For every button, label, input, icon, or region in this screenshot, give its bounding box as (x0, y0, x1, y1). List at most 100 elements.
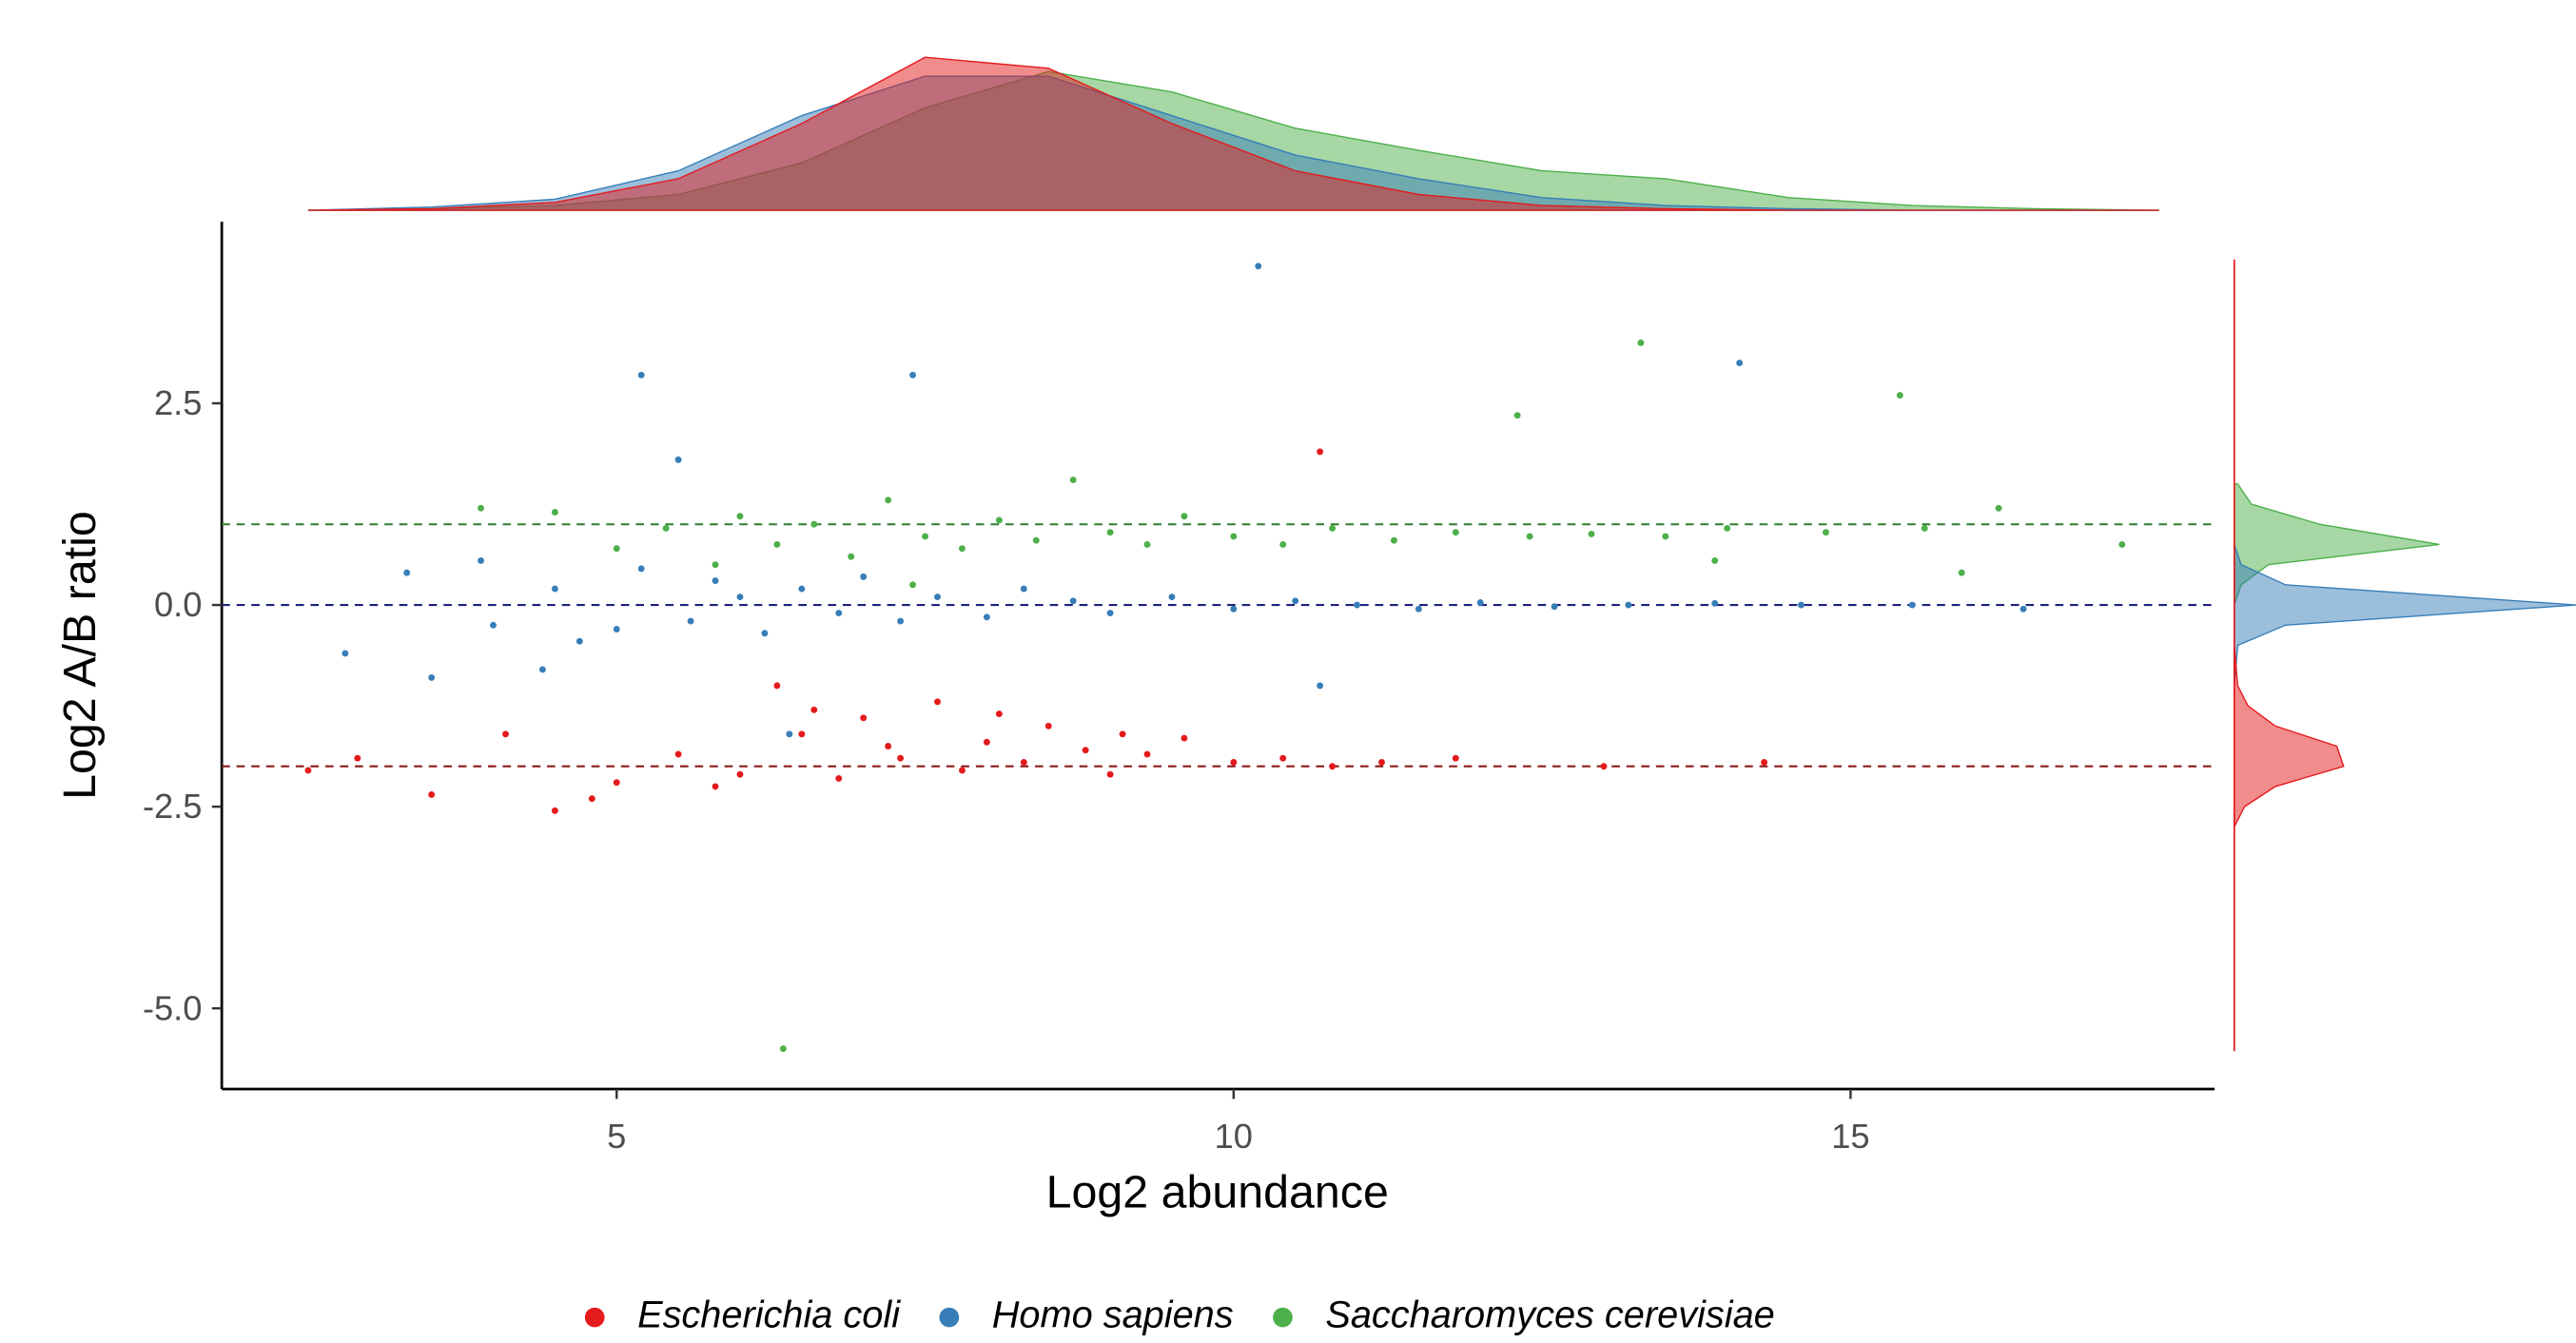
point (1736, 360, 1744, 367)
point (1908, 601, 1916, 609)
point (885, 743, 892, 749)
point (1415, 605, 1422, 613)
point (1513, 412, 1521, 419)
point (995, 516, 1003, 524)
point (1020, 759, 1027, 766)
point (885, 496, 892, 504)
point (304, 767, 312, 774)
legend-label: Escherichia coli (637, 1294, 901, 1336)
point (909, 371, 917, 379)
point (428, 790, 436, 798)
point (995, 710, 1003, 718)
point (674, 456, 682, 463)
point (835, 774, 843, 782)
point (958, 545, 966, 553)
point (478, 556, 485, 564)
legend-marker (1273, 1307, 1293, 1328)
legend-marker (939, 1307, 960, 1328)
point (342, 650, 349, 657)
point (909, 581, 917, 589)
point (983, 613, 990, 621)
point (773, 540, 781, 548)
legend-label: Homo sapiens (992, 1294, 1234, 1336)
point (576, 637, 583, 645)
point (687, 617, 694, 625)
x-density (307, 56, 2159, 211)
point (662, 525, 670, 532)
point (1390, 536, 1397, 544)
point (1896, 392, 1903, 399)
point (1329, 525, 1337, 532)
point (1279, 754, 1287, 762)
point (1069, 597, 1077, 605)
point (354, 754, 361, 762)
point (736, 513, 744, 520)
point (798, 585, 806, 593)
point (1082, 747, 1089, 754)
point (538, 666, 546, 673)
point (1761, 759, 1768, 766)
point (1279, 540, 1287, 548)
point (1551, 603, 1558, 611)
point (1724, 525, 1731, 532)
x-tick-label: 5 (607, 1117, 626, 1156)
y-tick-label: -5.0 (143, 988, 202, 1027)
point (1106, 610, 1114, 616)
point (1181, 513, 1188, 520)
point (1662, 533, 1669, 540)
point (773, 682, 781, 690)
point (637, 565, 645, 573)
point (934, 594, 941, 601)
y-tick-label: 2.5 (154, 383, 202, 422)
point (810, 520, 818, 528)
point (1230, 759, 1238, 766)
point (1106, 770, 1114, 778)
point (1168, 594, 1176, 601)
point (1600, 763, 1608, 770)
point (934, 698, 941, 706)
point (897, 617, 905, 625)
point (1317, 682, 1324, 690)
point (1230, 605, 1238, 613)
point (1106, 529, 1114, 536)
point (1181, 734, 1188, 742)
point (810, 706, 818, 713)
point (1292, 597, 1299, 605)
point (588, 795, 595, 803)
point (1317, 448, 1324, 456)
point (786, 730, 793, 738)
point (1329, 763, 1337, 770)
point (1354, 601, 1360, 609)
point (2020, 605, 2027, 613)
point (1476, 599, 1484, 606)
point (848, 553, 855, 560)
point (958, 767, 966, 774)
point (613, 779, 620, 787)
point (502, 730, 509, 738)
point (637, 371, 645, 379)
point (551, 585, 558, 593)
point (1230, 533, 1238, 540)
point (403, 569, 411, 576)
point (1711, 599, 1719, 607)
point (779, 1045, 787, 1053)
point (860, 714, 868, 722)
point (1921, 525, 1928, 532)
point (736, 594, 744, 601)
point (1711, 556, 1719, 564)
point (1958, 569, 1965, 576)
point (922, 533, 928, 540)
point (1143, 750, 1151, 758)
legend-label: Saccharomyces cerevisiae (1325, 1294, 1774, 1336)
point (983, 738, 990, 746)
point (1255, 263, 1262, 270)
point (1452, 529, 1459, 536)
point (551, 509, 558, 516)
point (897, 754, 905, 762)
x-tick-label: 10 (1215, 1117, 1253, 1156)
point (1995, 504, 2002, 512)
point (478, 504, 485, 512)
point (1119, 730, 1126, 738)
